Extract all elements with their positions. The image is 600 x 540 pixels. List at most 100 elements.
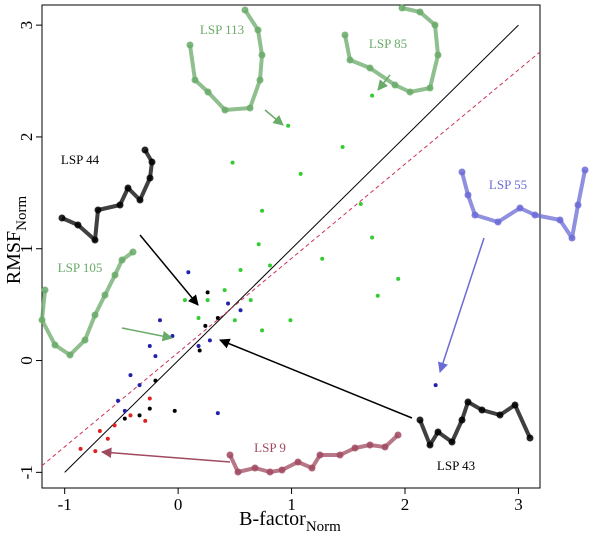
point <box>122 408 127 413</box>
point <box>153 354 158 359</box>
reference-line <box>41 51 541 467</box>
point <box>147 406 152 411</box>
point <box>232 318 237 323</box>
plot-frame <box>41 4 541 489</box>
atom <box>38 316 46 324</box>
x-axis-label: B-factorNorm <box>239 508 341 535</box>
atom <box>471 211 479 219</box>
atom <box>496 411 504 419</box>
point <box>215 316 220 321</box>
point <box>182 298 187 303</box>
atom <box>336 451 344 459</box>
point <box>147 396 152 401</box>
x-tick-label: 2 <box>401 495 410 514</box>
reference-line <box>64 24 519 473</box>
x-tick-label: 0 <box>174 495 183 514</box>
atom <box>556 216 564 224</box>
point <box>197 348 202 353</box>
x-tick-label: 3 <box>514 495 523 514</box>
atom <box>294 458 302 466</box>
atom <box>434 428 442 436</box>
annotation-arrow <box>264 109 284 126</box>
y-tick-label: 2 <box>17 133 36 142</box>
atom <box>406 88 414 96</box>
x-tick-label: 1 <box>287 495 296 514</box>
atom <box>366 64 374 72</box>
molecule-backbone <box>61 148 154 242</box>
atom <box>91 311 99 319</box>
annotation-label: LSP 55 <box>489 177 527 192</box>
annotation-label: LSP 85 <box>369 36 407 51</box>
atom <box>51 341 59 349</box>
molecule-backbone <box>460 169 587 240</box>
point <box>222 288 227 293</box>
y-tick-label: 3 <box>17 21 36 30</box>
annotation-label: LSP 44 <box>61 152 100 167</box>
atom <box>74 221 82 229</box>
atom <box>516 204 524 212</box>
y-tick-label: 0 <box>17 356 36 365</box>
atom <box>278 466 286 474</box>
molecule-backbone <box>343 6 440 94</box>
point <box>196 344 201 349</box>
atom <box>416 416 424 424</box>
annotation-label: LSP 105 <box>58 260 103 275</box>
atom <box>58 214 66 222</box>
atom <box>434 51 442 59</box>
point <box>196 316 201 321</box>
y-tick-label: -1 <box>17 465 36 479</box>
atom <box>258 51 266 59</box>
point <box>105 436 110 441</box>
point <box>286 123 291 128</box>
atom <box>478 406 486 414</box>
point <box>128 373 133 378</box>
atom <box>124 184 132 192</box>
point <box>205 290 210 295</box>
point <box>238 267 243 272</box>
point <box>137 413 142 418</box>
annotations: LSP 113 LSP 85 LSP 44 LSP 105 LSP 55 LSP 9 LSP… <box>38 4 589 476</box>
atom <box>351 444 359 452</box>
annotation-arrow <box>139 234 199 306</box>
molecule-backbone <box>40 250 135 357</box>
x-tick-label: -1 <box>58 495 72 514</box>
atom <box>341 31 349 39</box>
atom <box>448 438 456 446</box>
point <box>122 416 127 421</box>
atom <box>458 416 466 424</box>
atom <box>254 26 262 34</box>
point <box>260 328 265 333</box>
annotation-arrow <box>377 74 391 91</box>
atom <box>416 8 424 16</box>
atom <box>458 168 466 176</box>
point <box>238 308 243 313</box>
y-label-main: RMSF <box>3 231 25 284</box>
point <box>226 301 231 306</box>
atom <box>391 81 399 89</box>
point <box>116 398 121 403</box>
point <box>370 93 375 98</box>
atom <box>111 271 119 279</box>
point <box>358 202 363 207</box>
atom <box>426 84 434 92</box>
atom <box>366 441 374 449</box>
y-label-sub: Norm <box>14 195 30 230</box>
point <box>147 344 152 349</box>
annotation-label: LSP 43 <box>437 458 475 473</box>
point <box>143 418 148 423</box>
atom <box>494 218 502 226</box>
annotation-label: LSP 9 <box>254 440 286 455</box>
atom <box>226 451 234 459</box>
atom <box>81 336 89 344</box>
atom <box>381 443 389 451</box>
atom <box>251 464 259 472</box>
point <box>207 338 212 343</box>
point <box>78 446 83 451</box>
atom <box>431 21 439 29</box>
atom <box>141 146 149 154</box>
atom <box>241 6 249 14</box>
atom <box>308 464 316 472</box>
x-label-sub: Norm <box>306 519 341 535</box>
y-tick-label: 1 <box>17 244 36 253</box>
